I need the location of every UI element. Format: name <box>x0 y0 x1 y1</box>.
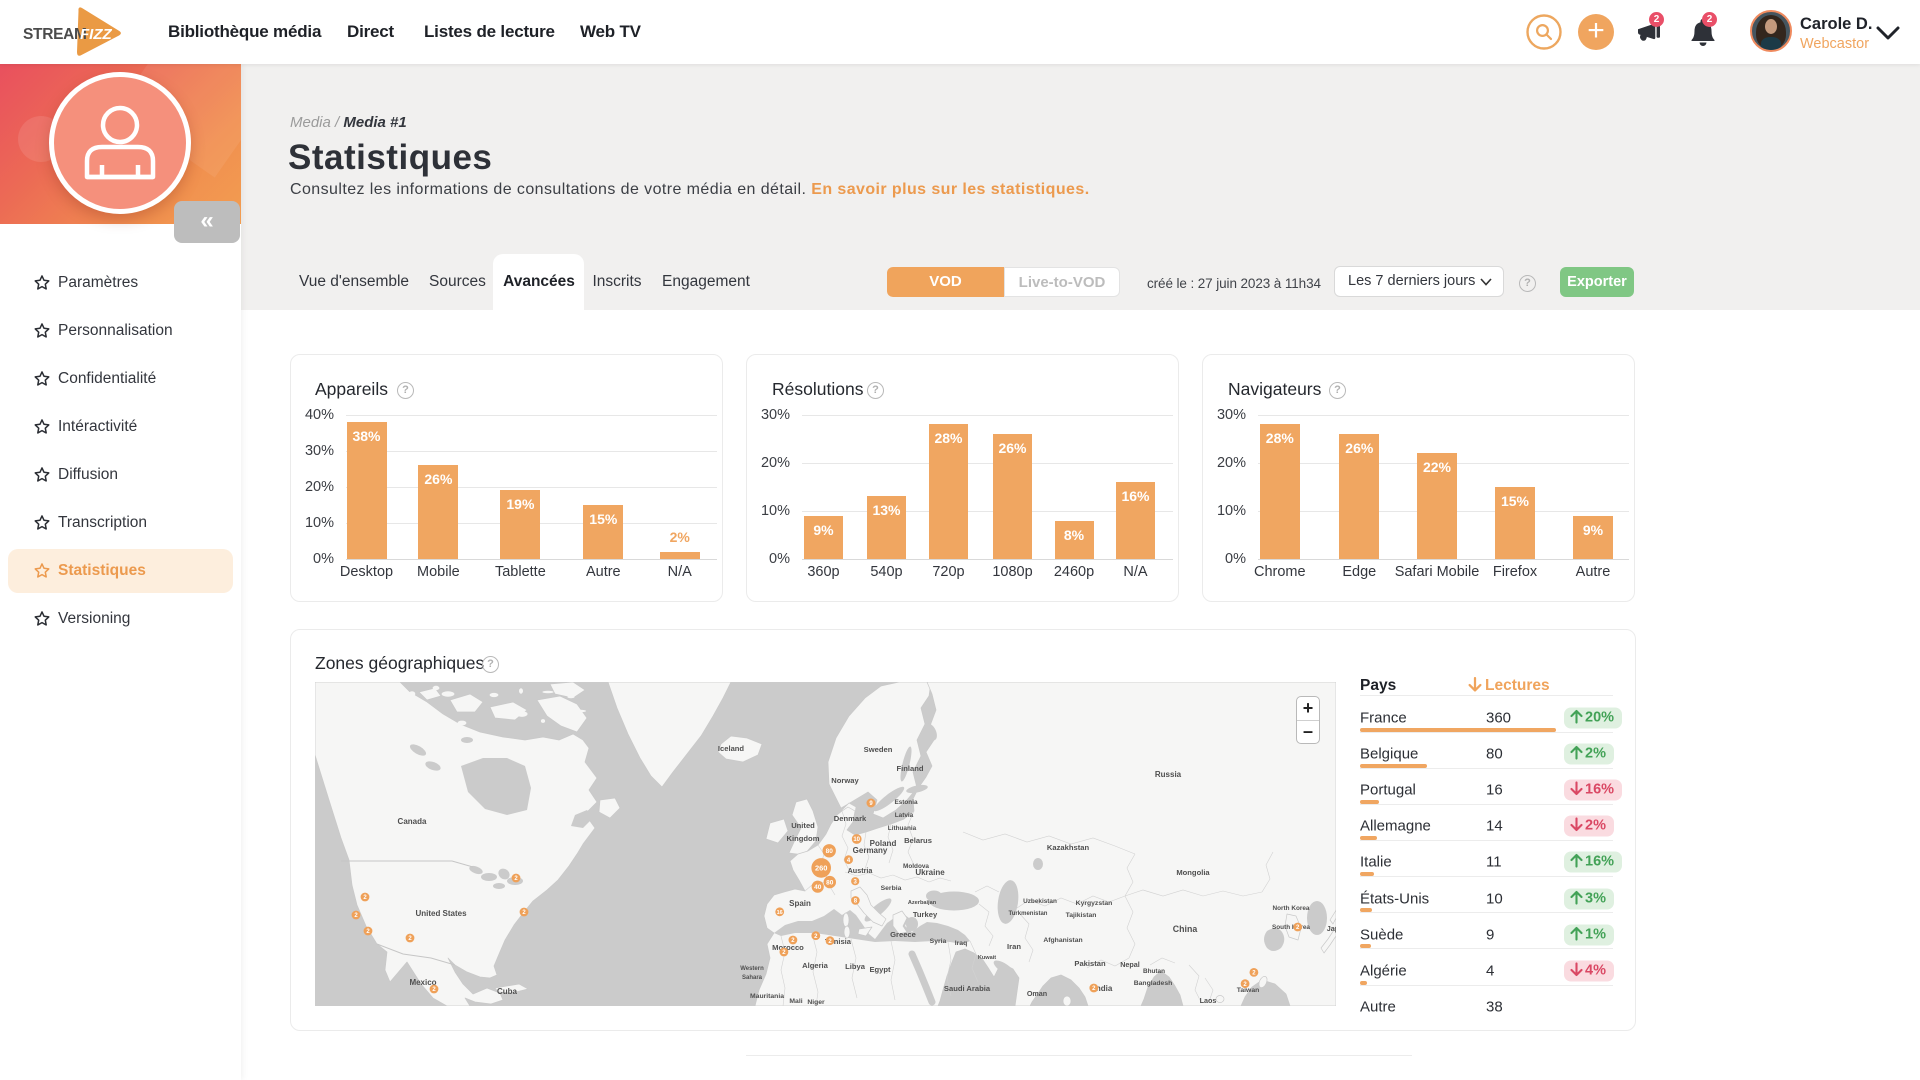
svg-text:Poland: Poland <box>870 839 897 848</box>
svg-text:Russia: Russia <box>1155 770 1182 779</box>
svg-text:2: 2 <box>1092 986 1096 992</box>
svg-text:North Korea: North Korea <box>1273 905 1310 912</box>
svg-text:2: 2 <box>363 895 367 901</box>
svg-text:Laos: Laos <box>1200 996 1217 1005</box>
svg-text:Finland: Finland <box>897 764 924 773</box>
svg-text:Afghanistan: Afghanistan <box>1043 937 1082 944</box>
svg-text:2: 2 <box>1243 982 1247 988</box>
svg-text:Syria: Syria <box>930 938 947 945</box>
svg-text:3: 3 <box>854 879 858 885</box>
svg-text:Moldova: Moldova <box>903 863 929 870</box>
svg-text:Saudi Arabia: Saudi Arabia <box>944 984 991 993</box>
svg-text:2: 2 <box>1252 971 1256 977</box>
svg-text:2: 2 <box>782 950 786 956</box>
svg-text:Jap: Jap <box>1327 924 1336 933</box>
svg-text:2: 2 <box>366 929 370 935</box>
svg-text:China: China <box>1173 924 1198 934</box>
svg-text:Mongolia: Mongolia <box>1176 868 1210 877</box>
svg-text:United States: United States <box>415 909 467 918</box>
svg-text:Kuwait: Kuwait <box>978 955 996 961</box>
svg-text:Libya: Libya <box>845 962 866 971</box>
svg-text:2: 2 <box>432 987 436 993</box>
svg-text:Germany: Germany <box>853 846 888 855</box>
svg-text:Uzbekistan: Uzbekistan <box>1023 898 1057 905</box>
svg-text:United: United <box>791 821 815 830</box>
svg-text:10: 10 <box>853 837 860 843</box>
svg-text:Taiwan: Taiwan <box>1237 987 1260 994</box>
svg-text:4: 4 <box>847 858 851 864</box>
svg-text:Turkey: Turkey <box>913 910 938 919</box>
svg-text:Iceland: Iceland <box>718 744 745 753</box>
svg-text:Egypt: Egypt <box>869 965 891 974</box>
svg-text:Iran: Iran <box>1007 942 1021 951</box>
svg-text:Mauritania: Mauritania <box>750 993 784 1000</box>
svg-text:16: 16 <box>777 910 783 916</box>
svg-text:Niger: Niger <box>807 999 825 1006</box>
svg-text:Denmark: Denmark <box>834 814 867 823</box>
svg-text:2: 2 <box>408 936 412 942</box>
svg-text:Latvia: Latvia <box>895 812 914 819</box>
svg-text:80: 80 <box>826 879 834 886</box>
svg-text:Western: Western <box>740 966 764 972</box>
svg-text:2: 2 <box>814 934 818 940</box>
svg-text:Turkmenistan: Turkmenistan <box>1009 911 1048 917</box>
svg-text:Iraq: Iraq <box>955 940 967 947</box>
svg-text:Bangladesh: Bangladesh <box>1134 980 1173 987</box>
svg-text:Spain: Spain <box>789 899 811 908</box>
svg-text:Azerbaijan: Azerbaijan <box>908 900 937 906</box>
svg-text:Tunisia: Tunisia <box>825 937 852 946</box>
svg-text:Morocco: Morocco <box>772 943 804 952</box>
svg-text:Cuba: Cuba <box>497 987 518 996</box>
svg-text:Kyrgyzstan: Kyrgyzstan <box>1076 900 1113 907</box>
svg-text:Ukraine: Ukraine <box>915 868 945 877</box>
svg-text:Belarus: Belarus <box>904 836 932 845</box>
svg-text:Lithuania: Lithuania <box>888 825 917 832</box>
svg-text:Canada: Canada <box>398 817 427 826</box>
svg-text:Sahara: Sahara <box>742 975 763 981</box>
svg-text:Serbia: Serbia <box>881 885 902 892</box>
svg-text:2: 2 <box>514 876 518 882</box>
svg-text:2: 2 <box>354 913 358 919</box>
svg-text:40: 40 <box>814 884 822 891</box>
svg-text:2: 2 <box>828 939 832 945</box>
svg-text:Algeria: Algeria <box>802 961 829 970</box>
svg-text:Tajikistan: Tajikistan <box>1066 912 1097 919</box>
svg-text:2: 2 <box>1296 925 1300 931</box>
svg-text:Austria: Austria <box>848 866 874 875</box>
svg-text:Norway: Norway <box>831 776 859 785</box>
svg-text:Pakistan: Pakistan <box>1074 959 1106 968</box>
svg-text:Nepal: Nepal <box>1120 960 1140 969</box>
svg-text:8: 8 <box>854 899 858 905</box>
svg-text:South Korea: South Korea <box>1272 924 1310 931</box>
svg-text:Kingdom: Kingdom <box>787 834 820 843</box>
svg-text:9: 9 <box>869 801 873 807</box>
svg-text:India: India <box>1094 984 1113 993</box>
svg-text:Mali: Mali <box>789 998 802 1005</box>
svg-text:Mexico: Mexico <box>409 978 436 987</box>
svg-text:Bhutan: Bhutan <box>1143 968 1165 975</box>
svg-text:Greece: Greece <box>890 930 916 939</box>
svg-text:2: 2 <box>791 938 795 944</box>
svg-text:80: 80 <box>826 848 834 855</box>
svg-text:Sweden: Sweden <box>864 745 893 754</box>
svg-text:2: 2 <box>522 910 526 916</box>
svg-text:Estonia: Estonia <box>894 799 918 806</box>
svg-text:Oman: Oman <box>1027 989 1047 998</box>
svg-text:260: 260 <box>815 864 828 873</box>
svg-text:Kazakhstan: Kazakhstan <box>1047 843 1090 852</box>
